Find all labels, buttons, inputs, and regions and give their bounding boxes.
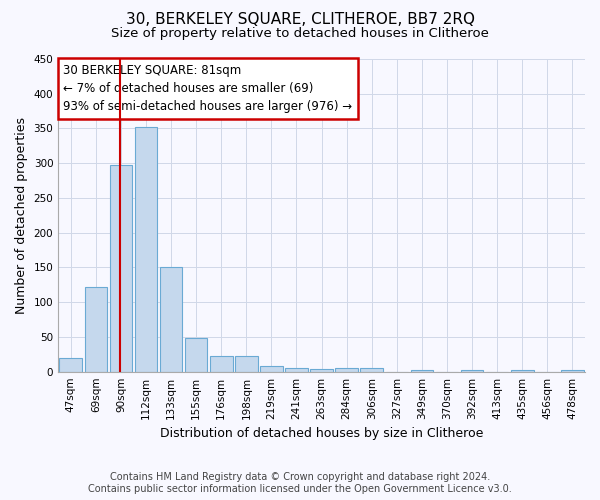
Bar bbox=[260, 366, 283, 372]
Bar bbox=[85, 287, 107, 372]
Bar bbox=[310, 369, 333, 372]
Bar bbox=[185, 338, 208, 372]
Bar bbox=[134, 127, 157, 372]
Bar bbox=[210, 356, 233, 372]
Bar bbox=[59, 358, 82, 372]
Bar bbox=[461, 370, 484, 372]
Text: 30 BERKELEY SQUARE: 81sqm
← 7% of detached houses are smaller (69)
93% of semi-d: 30 BERKELEY SQUARE: 81sqm ← 7% of detach… bbox=[64, 64, 353, 112]
Text: 30, BERKELEY SQUARE, CLITHEROE, BB7 2RQ: 30, BERKELEY SQUARE, CLITHEROE, BB7 2RQ bbox=[125, 12, 475, 28]
Y-axis label: Number of detached properties: Number of detached properties bbox=[15, 117, 28, 314]
Text: Size of property relative to detached houses in Clitheroe: Size of property relative to detached ho… bbox=[111, 28, 489, 40]
Bar bbox=[410, 370, 433, 372]
Bar bbox=[235, 356, 257, 372]
Bar bbox=[511, 370, 533, 372]
Bar bbox=[160, 267, 182, 372]
Text: Contains HM Land Registry data © Crown copyright and database right 2024.
Contai: Contains HM Land Registry data © Crown c… bbox=[88, 472, 512, 494]
X-axis label: Distribution of detached houses by size in Clitheroe: Distribution of detached houses by size … bbox=[160, 427, 483, 440]
Bar bbox=[561, 370, 584, 372]
Bar bbox=[361, 368, 383, 372]
Bar bbox=[285, 368, 308, 372]
Bar bbox=[335, 368, 358, 372]
Bar bbox=[110, 164, 132, 372]
